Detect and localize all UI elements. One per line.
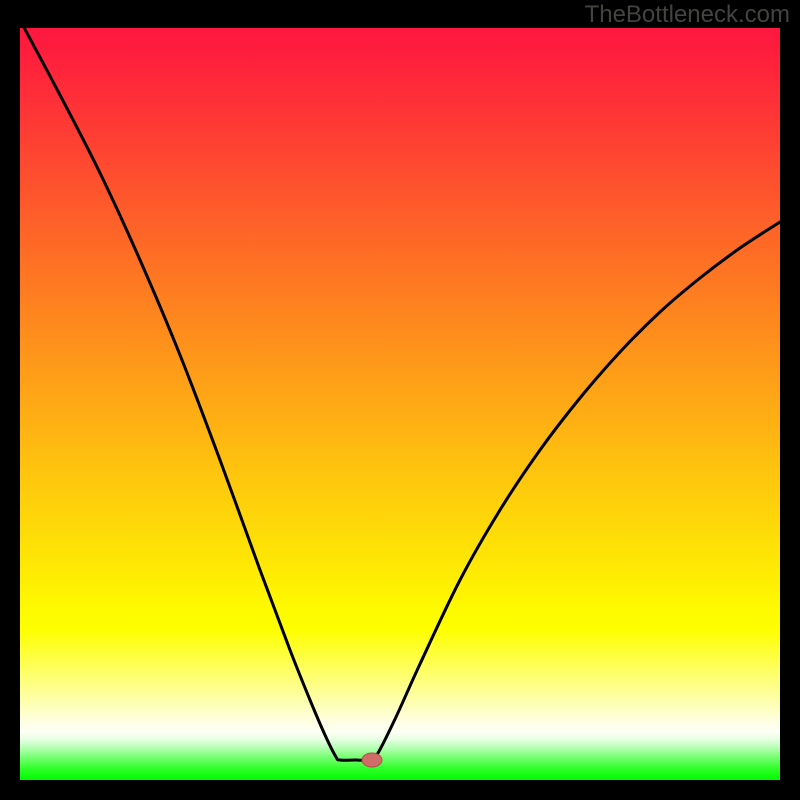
bottleneck-chart: TheBottleneck.com bbox=[0, 0, 800, 800]
watermark-text: TheBottleneck.com bbox=[585, 1, 790, 28]
plot-background bbox=[20, 28, 780, 780]
optimal-point-marker bbox=[362, 753, 382, 767]
chart-svg: TheBottleneck.com bbox=[0, 0, 800, 800]
